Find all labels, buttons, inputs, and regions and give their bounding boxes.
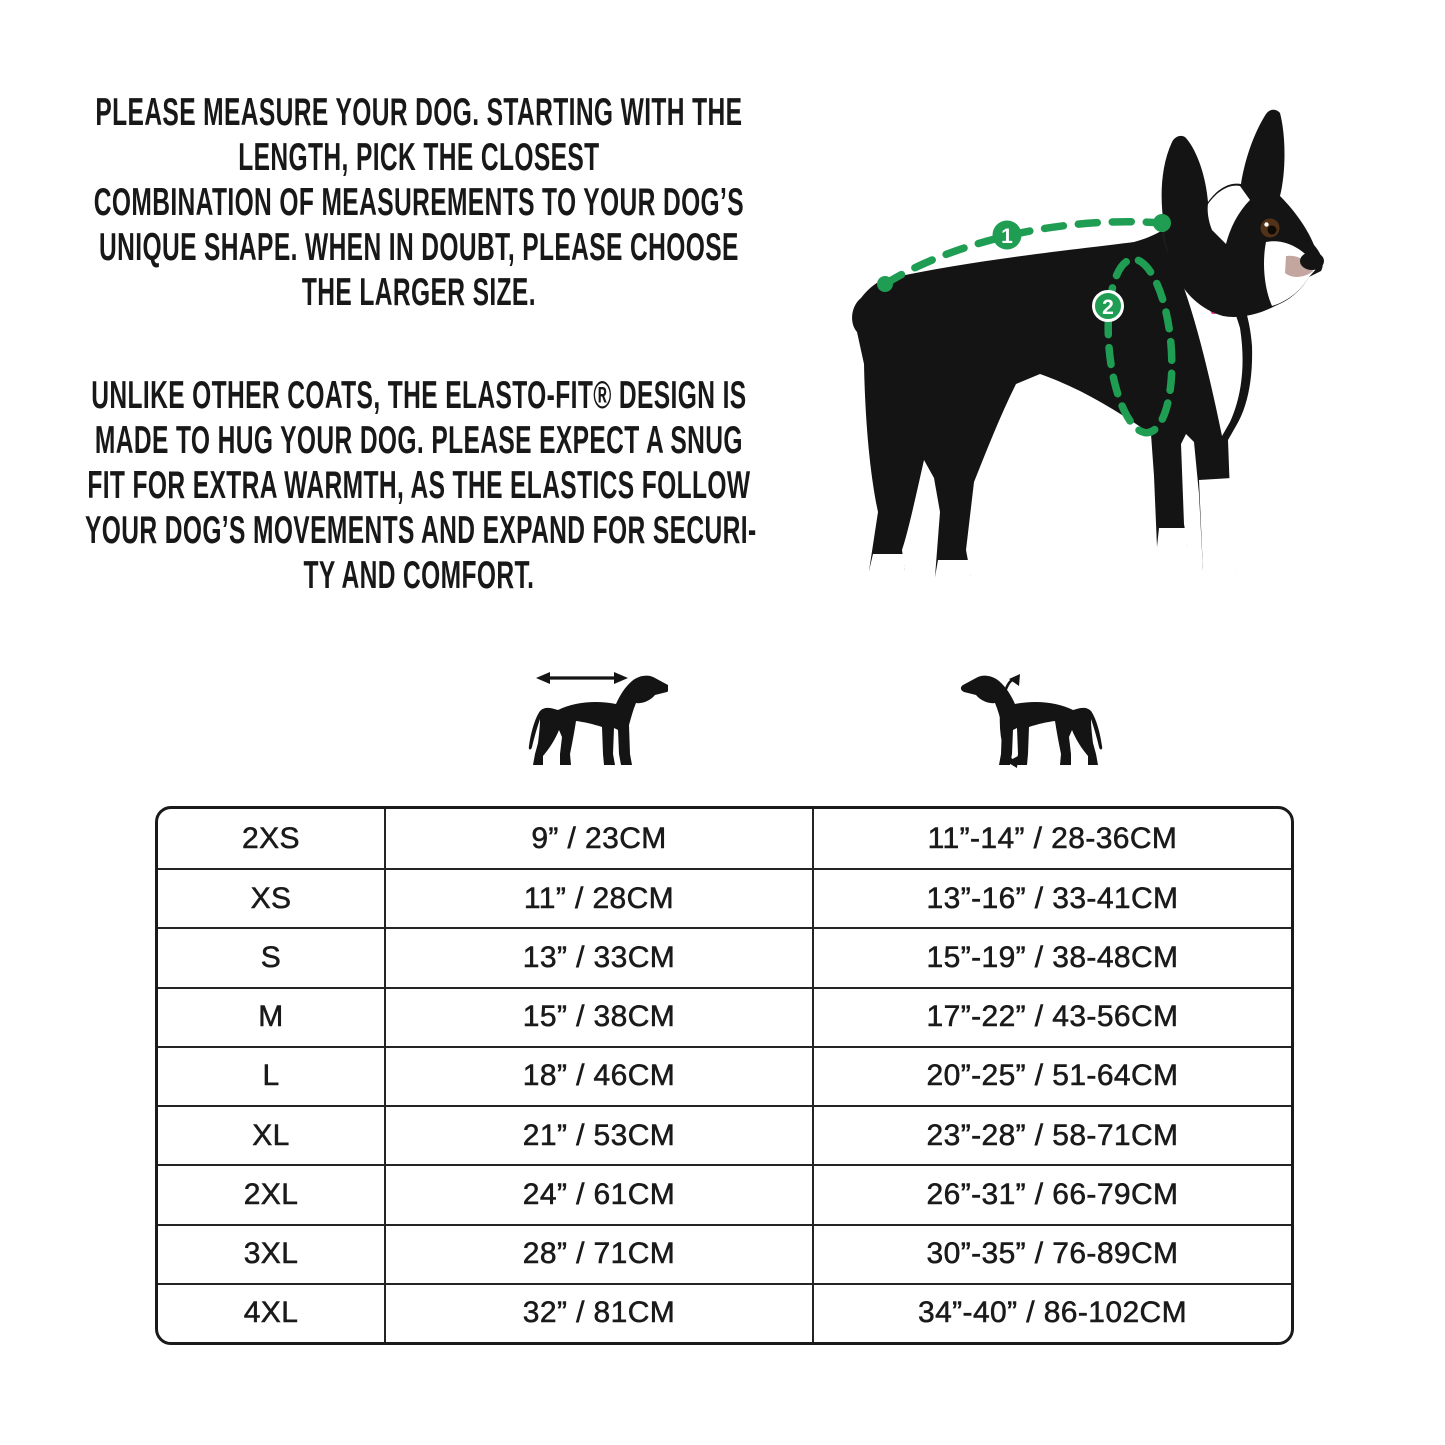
length-value: 24” / 61CM [384, 1166, 812, 1224]
girth-value: 17”-22” / 43-56CM [812, 988, 1291, 1046]
instruction-line: YOUR DOG’S MOVEMENTS AND EXPAND FOR SECU… [85, 509, 757, 552]
instruction-line: FIT FOR EXTRA WARMTH, AS THE ELASTICS FO… [87, 464, 751, 507]
girth-value: 15”-19” / 38-48CM [812, 929, 1291, 987]
dog-body [852, 224, 1253, 577]
instruction-paragraph-1: PLEASE MEASURE YOUR DOG. STARTING WITH T… [85, 90, 753, 315]
dog-muzzle-shading [1285, 255, 1313, 277]
dog-paw-white [1157, 528, 1188, 547]
dog-silhouette [528, 675, 668, 765]
girth-arrow [999, 674, 1020, 768]
instruction-line: THE LARGER SIZE. [301, 271, 536, 314]
size-row-3xl: 3XL 28” / 71CM 30”-35” / 76-89CM [158, 1223, 1291, 1283]
dog-nose [1300, 252, 1324, 270]
dog-chest-girth-icon [960, 674, 1103, 768]
dog-pupil [1267, 225, 1277, 235]
size-label: M [258, 1000, 284, 1034]
size-row-4xl: 4XL 32” / 81CM 34”-40” / 86-102CM [158, 1282, 1291, 1342]
size-label: XL [252, 1118, 290, 1152]
measure-badge-2-label: 2 [1102, 296, 1114, 319]
measure-line-end-dot [1153, 214, 1171, 232]
measure-badge-2 [1092, 290, 1124, 322]
length-value: 18” / 46CM [384, 1047, 812, 1106]
size-row-l: L 18” / 46CM 20”-25” / 51-64CM [158, 1045, 1291, 1106]
length-value: 11” / 28CM [384, 870, 812, 928]
girth-value: 34”-40” / 86-102CM [812, 1284, 1291, 1342]
dog-face-blaze [1207, 185, 1250, 244]
size-row-s: S 13” / 33CM 15”-19” / 38-48CM [158, 927, 1291, 987]
instruction-line: COMBINATION OF MEASUREMENTS TO YOUR DOG’… [93, 181, 745, 224]
length-value: 13” / 33CM [384, 929, 812, 987]
dog-silhouette [960, 675, 1103, 765]
dog-back-length-icon [528, 672, 668, 765]
girth-value: 23”-28” / 58-71CM [812, 1107, 1291, 1165]
measure-ellipse-girth [1104, 255, 1176, 437]
size-label: S [260, 941, 282, 975]
dog-paw-white [869, 554, 905, 571]
size-label: 3XL [243, 1237, 299, 1271]
length-value: 32” / 81CM [384, 1284, 812, 1342]
dog-eye-highlight [1264, 222, 1269, 227]
instruction-line: TY AND COMFORT. [303, 554, 535, 597]
measure-badge-1 [992, 220, 1022, 250]
size-label: 2XL [243, 1177, 299, 1212]
length-arrow [536, 672, 628, 684]
girth-value: 11”-14” / 28-36CM [812, 809, 1291, 869]
size-row-2xl: 2XL 24” / 61CM 26”-31” / 66-79CM [158, 1164, 1291, 1224]
dog-photo: 1 2 [852, 109, 1324, 577]
instruction-line: UNIQUE SHAPE. WHEN IN DOUBT, PLEASE CHOO… [99, 226, 739, 269]
dog-paw-white [935, 560, 971, 577]
size-label: XS [250, 881, 292, 916]
instruction-line: PLEASE MEASURE YOUR DOG. STARTING WITH T… [95, 91, 743, 134]
size-row-m: M 15” / 38CM 17”-22” / 43-56CM [158, 986, 1291, 1046]
instruction-line: LENGTH, PICK THE CLOSEST [238, 136, 600, 179]
dog-front-leg-white [1199, 478, 1237, 571]
length-value: 21” / 53CM [384, 1107, 812, 1165]
measure-badge-1-label: 1 [1001, 225, 1013, 248]
length-value: 15” / 38CM [384, 988, 812, 1046]
length-value: 28” / 71CM [384, 1225, 812, 1283]
size-table: 2XS 9” / 23CM 11”-14” / 28-36CM XS 11” /… [155, 806, 1294, 1345]
girth-value: 26”-31” / 66-79CM [812, 1166, 1291, 1224]
girth-value: 30”-35” / 76-89CM [812, 1225, 1291, 1283]
instruction-line: MADE TO HUG YOUR DOG. PLEASE EXPECT A SN… [94, 419, 743, 462]
size-label: L [262, 1059, 280, 1093]
instruction-line: UNLIKE OTHER COATS, THE ELASTO-FIT® DESI… [91, 374, 747, 417]
length-value: 9” / 23CM [384, 809, 812, 869]
size-label: 2XS [242, 821, 300, 855]
size-row-2xs: 2XS 9” / 23CM 11”-14” / 28-36CM [158, 809, 1291, 869]
girth-value: 20”-25” / 51-64CM [812, 1047, 1291, 1106]
instruction-paragraph-2: UNLIKE OTHER COATS, THE ELASTO-FIT® DESI… [85, 373, 757, 598]
girth-value: 13”-16” / 33-41CM [812, 870, 1291, 928]
measuring-instructions: PLEASE MEASURE YOUR DOG. STARTING WITH T… [85, 90, 757, 598]
size-row-xl: XL 21” / 53CM 23”-28” / 58-71CM [158, 1105, 1291, 1165]
size-row-xs: XS 11” / 28CM 13”-16” / 33-41CM [158, 868, 1291, 928]
size-label: 4XL [243, 1296, 299, 1330]
